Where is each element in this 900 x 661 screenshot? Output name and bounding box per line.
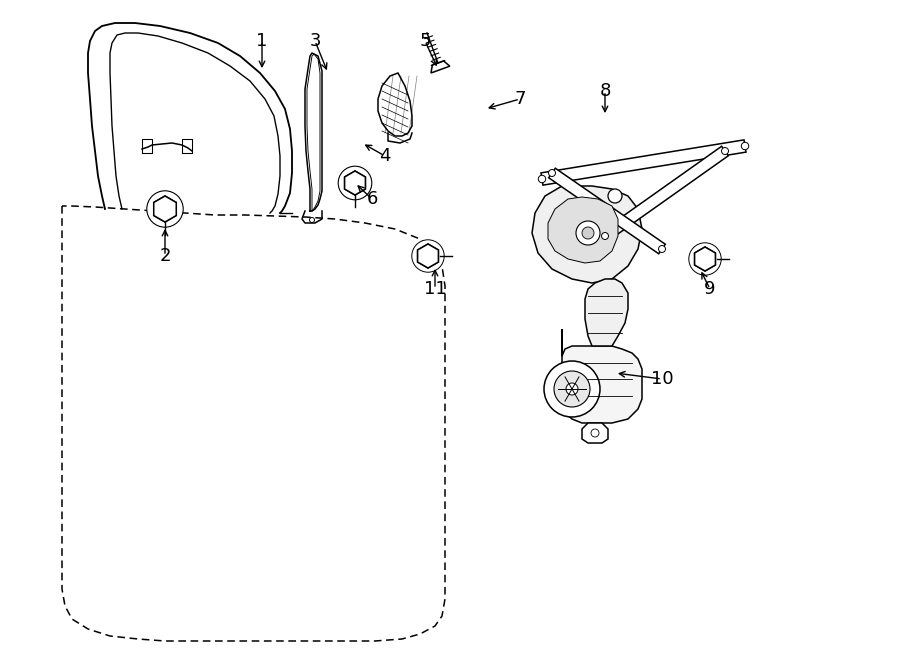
Circle shape xyxy=(722,147,728,155)
Circle shape xyxy=(338,166,372,200)
Circle shape xyxy=(548,169,555,176)
Polygon shape xyxy=(582,423,608,443)
Circle shape xyxy=(576,221,600,245)
Polygon shape xyxy=(431,61,450,73)
Polygon shape xyxy=(418,244,438,268)
Text: 9: 9 xyxy=(704,280,716,298)
Text: 4: 4 xyxy=(379,147,391,165)
Circle shape xyxy=(688,243,721,275)
Polygon shape xyxy=(418,244,438,268)
Text: 5: 5 xyxy=(419,32,431,50)
Polygon shape xyxy=(601,146,728,241)
Circle shape xyxy=(566,383,578,395)
Circle shape xyxy=(538,175,545,182)
Text: 6: 6 xyxy=(366,190,378,208)
Circle shape xyxy=(659,245,665,253)
Polygon shape xyxy=(695,247,716,271)
Text: 7: 7 xyxy=(514,90,526,108)
Circle shape xyxy=(147,191,184,227)
Circle shape xyxy=(412,240,445,272)
Polygon shape xyxy=(345,171,365,195)
Text: 2: 2 xyxy=(159,247,171,265)
Circle shape xyxy=(582,227,594,239)
Polygon shape xyxy=(695,247,716,271)
Polygon shape xyxy=(532,186,642,283)
Polygon shape xyxy=(154,196,176,222)
Polygon shape xyxy=(345,171,365,195)
Polygon shape xyxy=(378,73,412,136)
Polygon shape xyxy=(154,196,176,222)
Circle shape xyxy=(742,142,749,150)
Polygon shape xyxy=(549,169,665,254)
Text: 1: 1 xyxy=(256,32,267,50)
Circle shape xyxy=(554,371,590,407)
Text: 8: 8 xyxy=(599,82,611,100)
Circle shape xyxy=(601,233,608,239)
Text: 10: 10 xyxy=(651,370,673,388)
Polygon shape xyxy=(548,197,618,263)
Text: 11: 11 xyxy=(424,280,446,298)
Circle shape xyxy=(544,361,600,417)
Circle shape xyxy=(591,429,599,437)
Polygon shape xyxy=(541,140,746,185)
Polygon shape xyxy=(585,279,628,346)
Polygon shape xyxy=(562,329,642,423)
Circle shape xyxy=(310,217,314,223)
Text: 3: 3 xyxy=(310,32,320,50)
Circle shape xyxy=(608,189,622,203)
